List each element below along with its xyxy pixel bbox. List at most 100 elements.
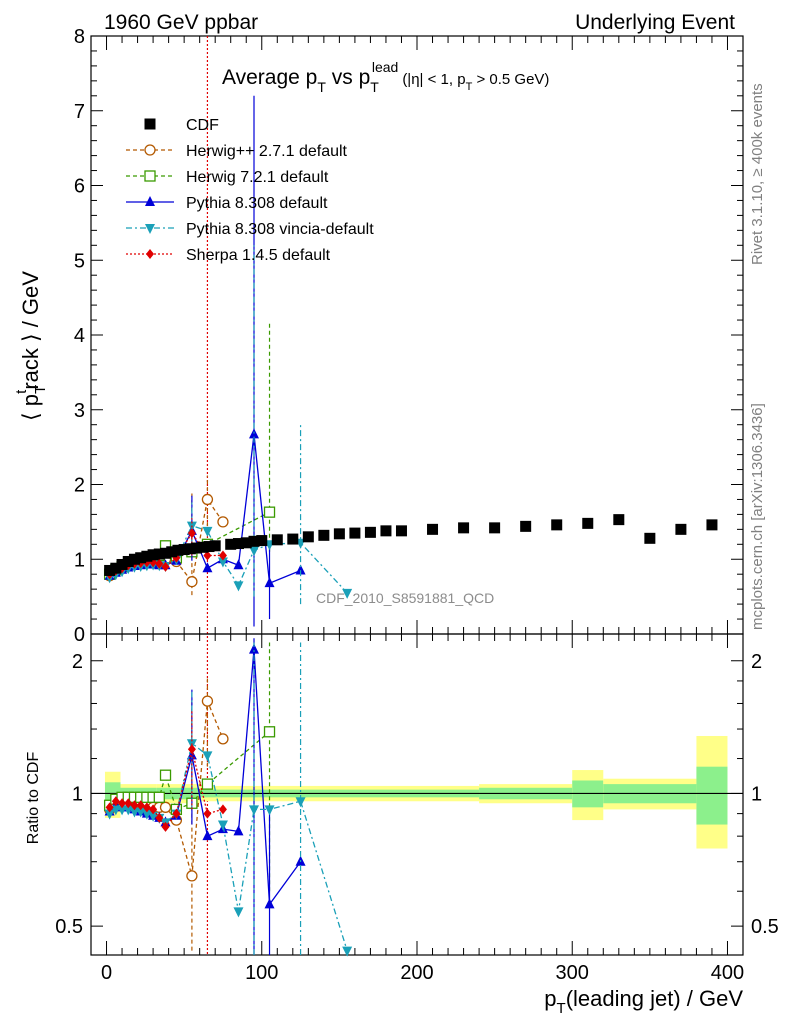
pythia-8-308-vincia-default-point bbox=[104, 809, 115, 820]
cdf-point bbox=[116, 558, 128, 570]
main-y-tick-label: 7 bbox=[74, 101, 85, 123]
cdf-point bbox=[644, 532, 656, 544]
x-tick-label: 100 bbox=[245, 962, 278, 984]
sherpa-1-4-5-default-point bbox=[218, 804, 227, 815]
sherpa-1-4-5-default-point bbox=[203, 550, 212, 561]
cdf-point bbox=[364, 526, 376, 538]
sherpa-1-4-5-default-point bbox=[105, 802, 114, 813]
pythia-8-308-vincia-default-point bbox=[342, 588, 353, 599]
pythia-8-308-default-point bbox=[295, 564, 306, 575]
cdf-point bbox=[147, 549, 159, 561]
herwig-7-2-1-default-point bbox=[159, 769, 172, 781]
main-y-tick-label: 8 bbox=[74, 26, 85, 48]
cdf-point bbox=[110, 562, 122, 574]
svg-text:⟨ pTtrack ⟩ / GeV: ⟨ pTtrack ⟩ / GeV bbox=[13, 271, 49, 421]
cdf-point bbox=[128, 553, 140, 565]
pythia-8-308-vincia-default-point bbox=[202, 751, 213, 762]
sherpa-1-4-5-default-point bbox=[187, 744, 196, 755]
cdf-point bbox=[675, 523, 687, 535]
cdf-point bbox=[184, 543, 196, 555]
header-energy-label: 1960 GeV ppbar bbox=[104, 11, 258, 34]
cdf-point bbox=[191, 542, 203, 554]
pythia-8-308-vincia-default-point bbox=[249, 805, 259, 816]
legend-marker-pythia-8-308-default bbox=[145, 196, 155, 206]
pythia-8-308-vincia-default-point bbox=[249, 546, 259, 557]
pythia-8-308-vincia-default-point bbox=[233, 581, 244, 592]
herwig-2-7-1-default-point bbox=[201, 695, 214, 707]
pythia-8-308-vincia-default-point bbox=[217, 820, 228, 831]
x-tick-label: 300 bbox=[556, 962, 589, 984]
main-y-tick-label: 6 bbox=[74, 176, 85, 198]
cdf-point bbox=[395, 525, 407, 537]
legend-label-pythia-8-308-vincia-default: Pythia 8.308 vincia-default bbox=[186, 221, 374, 238]
analysis-id-label: CDF_2010_S8591881_QCD bbox=[316, 590, 494, 606]
x-axis-label: pT(leading jet) / GeV bbox=[544, 986, 743, 1017]
cdf-point bbox=[287, 533, 299, 545]
herwig-7-2-1-default-point bbox=[263, 506, 276, 518]
sherpa-1-4-5-default-line bbox=[109, 531, 223, 575]
sherpa-1-4-5-default-point bbox=[161, 561, 170, 572]
x-tick-label: 200 bbox=[400, 962, 433, 984]
main-y-tick-label: 1 bbox=[74, 549, 85, 571]
cdf-point bbox=[232, 538, 244, 550]
cdf-point bbox=[160, 547, 172, 559]
pythia-8-308-vincia-default-point bbox=[233, 907, 244, 918]
pythia-8-308-default-point bbox=[264, 898, 275, 909]
pythia-8-308-default-point bbox=[249, 643, 259, 654]
ratio-y-tick-label: 1 bbox=[72, 783, 83, 805]
cdf-point bbox=[613, 514, 625, 526]
legend-label-sherpa-1-4-5-default: Sherpa 1.4.5 default bbox=[186, 247, 331, 264]
pythia-8-308-vincia-default-point bbox=[342, 946, 353, 957]
cdf-point bbox=[209, 540, 221, 552]
cdf-point bbox=[240, 537, 252, 549]
cdf-point bbox=[318, 529, 330, 541]
herwig-2-7-1-default-point bbox=[186, 870, 198, 882]
rivet-version-label: Rivet 3.1.10, ≥ 400k events bbox=[749, 83, 766, 265]
cdf-point bbox=[520, 520, 532, 532]
pythia-8-308-vincia-default-line bbox=[109, 742, 348, 951]
cdf-point bbox=[271, 534, 283, 546]
pythia-8-308-default-point bbox=[264, 577, 275, 588]
cdf-point bbox=[706, 519, 718, 531]
main-plot-panel: 0 1 2 3 4 5 6 7 8 bbox=[74, 26, 744, 955]
cdf-point bbox=[197, 541, 209, 553]
pythia-8-308-vincia-default-point bbox=[264, 805, 275, 816]
cdf-point bbox=[333, 528, 345, 540]
sherpa-1-4-5-default-point bbox=[161, 821, 170, 832]
legend-label-herwig-7-2-1-default: Herwig 7.2.1 default bbox=[186, 169, 329, 186]
herwig-7-2-1-default-point bbox=[201, 778, 214, 790]
cdf-point bbox=[458, 522, 470, 534]
cdf-point bbox=[122, 555, 134, 567]
sherpa-1-4-5-default-point bbox=[155, 812, 164, 823]
cdf-point bbox=[582, 517, 594, 529]
ratio-y-tick-label: 2 bbox=[72, 651, 83, 673]
herwig-2-7-1-default-point bbox=[159, 801, 172, 813]
sherpa-1-4-5-default-point bbox=[111, 796, 120, 807]
cdf-point bbox=[166, 546, 178, 558]
cdf-point bbox=[153, 548, 165, 560]
sherpa-1-4-5-default-point bbox=[218, 550, 227, 561]
sherpa-1-4-5-default-point bbox=[130, 800, 139, 811]
cdf-point bbox=[172, 544, 184, 556]
legend: CDF Herwig++ 2.7.1 default Herwig 7.2.1 de… bbox=[126, 117, 374, 264]
main-y-tick-label: 0 bbox=[74, 624, 85, 646]
pythia-8-308-default-point bbox=[202, 562, 213, 573]
ratio-y-tick-label-right: 0.5 bbox=[751, 916, 779, 938]
sherpa-1-4-5-default-point bbox=[124, 798, 133, 809]
sherpa-1-4-5-default-point bbox=[203, 808, 212, 819]
cdf-point bbox=[489, 522, 501, 534]
cdf-point bbox=[551, 519, 563, 531]
x-tick-label: 0 bbox=[101, 962, 112, 984]
plot-title: Average pT vs pTlead(|η| < 1, pT > 0.5 G… bbox=[222, 59, 549, 95]
cdf-point bbox=[141, 550, 153, 562]
legend-marker-cdf bbox=[144, 118, 156, 130]
pythia-8-308-vincia-default-point bbox=[295, 797, 306, 808]
pythia-8-308-vincia-default-point bbox=[217, 557, 228, 568]
cdf-point bbox=[349, 527, 361, 539]
legend-label-pythia-8-308-default: Pythia 8.308 default bbox=[186, 195, 328, 212]
cdf-point bbox=[225, 538, 237, 550]
sherpa-1-4-5-default-point bbox=[118, 798, 127, 809]
legend-marker-herwig-7-2-1-default bbox=[144, 170, 156, 182]
herwig-2-7-1-default-point bbox=[217, 516, 229, 528]
legend-marker-herwig-2-7-1-default bbox=[144, 144, 156, 156]
